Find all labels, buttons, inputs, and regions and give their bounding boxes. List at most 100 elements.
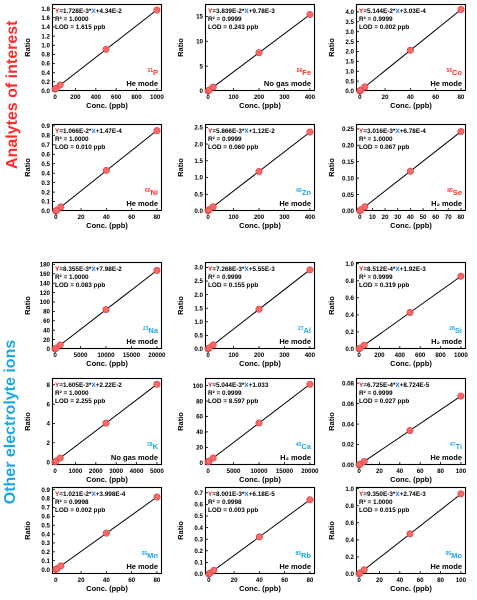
y-tick-label: 4.0: [345, 9, 354, 16]
y-tick-label: 1.5: [194, 305, 203, 312]
data-point: [306, 496, 314, 504]
lod-label: LOD = 0.027 ppb: [359, 398, 409, 405]
lod-label: LOD = 2.255 ppb: [55, 398, 105, 405]
x-tick-label: 100: [228, 94, 239, 101]
y-tick-label: 0.6: [345, 520, 354, 527]
y-tick-label: 0.00: [342, 462, 355, 469]
x-tick-label: 2000: [89, 468, 103, 475]
x-axis-label: Conc. (ppb): [390, 475, 432, 484]
x-tick-label: 40: [407, 214, 414, 221]
plot-frame: [204, 3, 316, 92]
data-point: [255, 305, 263, 313]
r-squared-label: R² = 0.9999: [359, 16, 393, 23]
x-tick-label: 3000: [109, 468, 123, 475]
y-tick-label: 0.5: [194, 333, 203, 340]
data-point: [153, 127, 161, 135]
data-point: [153, 493, 161, 501]
x-tick-label: 10: [369, 214, 376, 221]
y-tick-label: 0.4: [41, 170, 50, 177]
x-tick-label: 60: [432, 214, 439, 221]
x-tick-label: 0: [206, 214, 210, 221]
y-tick-label: 0.5: [194, 191, 203, 198]
mode-label: He mode: [279, 199, 311, 208]
lod-label: LOD = 0.003 ppb: [208, 507, 258, 514]
plot-frame: [51, 486, 163, 575]
y-tick-label: 1.0: [345, 68, 354, 75]
y-tick-label: 1.0: [194, 319, 203, 326]
y-tick-label: 0.0: [41, 567, 50, 574]
element-label: 47Ti: [450, 442, 462, 451]
y-tick-label: 60: [196, 414, 203, 421]
y-tick-label: 80: [43, 309, 50, 316]
y-tick-label: 0.0: [194, 208, 203, 215]
element-label: 85Rb: [295, 551, 311, 560]
r-squared-label: R² = 0.9998: [55, 499, 89, 506]
y-tick-label: 20: [43, 337, 50, 344]
mode-label: He mode: [279, 562, 311, 571]
plot-frame: [355, 3, 467, 92]
x-tick-label: 20: [231, 577, 238, 584]
x-tick-label: 40: [256, 577, 263, 584]
y-tick-label: 1.2: [41, 33, 50, 40]
x-tick-label: 15000: [276, 468, 294, 475]
data-point: [457, 490, 465, 498]
mode-label: He mode: [279, 337, 311, 346]
calibration-plot-co: 0 20 40 60 80 0.0 0.5 1.0 1.5 2.0 2.5 3.0 3.5 4.0 Conc…: [327, 3, 467, 110]
y-tick-label: 0.5: [41, 522, 50, 529]
equation-label: Y=5.144E-2*X+3.03E-4: [359, 8, 426, 15]
equation-label: Y=8.512E-4*X+1.92E-3: [359, 266, 426, 273]
x-tick-label: 0: [357, 468, 361, 475]
y-tick-label: 0.06: [342, 401, 355, 408]
element-label: 95Mo: [446, 551, 463, 560]
plot-frame: [355, 261, 467, 350]
x-axis-label: Conc. (ppb): [239, 221, 281, 230]
plot-frame: [204, 261, 316, 350]
x-tick-label: 300: [279, 94, 290, 101]
plot-frame: [204, 486, 316, 575]
y-axis-label: Ratio: [327, 412, 336, 431]
x-tick-label: 30: [394, 214, 401, 221]
y-tick-label: 0.5: [345, 78, 354, 85]
y-tick-label: 0.0: [194, 346, 203, 353]
plot-frame: [355, 377, 467, 466]
y-tick-label: 0.3: [41, 540, 50, 547]
calibration-plot-ni: 0 20 40 60 80 0.0 0.1 0.2 0.3 0.4 0.5 0.6 0.7 0.8 0.9 C…: [23, 123, 163, 230]
data-point: [210, 566, 218, 574]
mode-label: No gas mode: [111, 453, 158, 462]
element-label: 55Mn: [142, 551, 159, 560]
calibration-plot-se: 0 10 20 30 40 50 60 70 80 0.00 0.05 0.10 0.15 0.20 0.2…: [327, 123, 467, 230]
lod-label: LOD = 0.060 ppb: [208, 144, 258, 151]
lod-label: LOD = 8.597 ppb: [208, 398, 258, 405]
data-point: [406, 308, 414, 316]
data-point: [306, 266, 314, 274]
mode-label: He mode: [126, 337, 158, 346]
data-point: [306, 10, 314, 18]
plot-frame: [51, 123, 163, 212]
y-tick-label: 160: [40, 271, 51, 278]
x-tick-label: 60: [417, 468, 424, 475]
calibration-plot-na: 0 5000 10000 15000 20000 0 20 40 60 80 100 120 140 16…: [23, 262, 166, 368]
y-tick-label: 1.0: [41, 42, 50, 49]
x-tick-label: 0: [358, 214, 362, 221]
group-label-analytes: Analytes of interest: [4, 20, 21, 169]
x-tick-label: 300: [279, 352, 290, 359]
y-tick-label: 100: [40, 299, 51, 306]
data-point: [209, 341, 217, 349]
x-tick-label: 0: [54, 214, 58, 221]
x-tick-label: 400: [305, 214, 316, 221]
y-tick-label: 6: [47, 401, 51, 408]
x-axis-label: Conc. (ppb): [390, 584, 432, 593]
data-point: [102, 419, 110, 427]
x-tick-label: 0: [53, 352, 57, 359]
y-tick-label: 20: [196, 444, 203, 451]
mode-label: He mode: [430, 453, 462, 462]
data-point: [153, 266, 161, 274]
x-tick-label: 600: [111, 94, 122, 101]
y-tick-label: 0.6: [345, 295, 354, 302]
x-axis-label: Conc. (ppb): [390, 359, 432, 368]
data-point: [57, 562, 65, 570]
data-point: [209, 203, 217, 211]
x-tick-label: 80: [457, 214, 464, 221]
y-tick-label: 0.2: [345, 554, 354, 561]
mode-label: H₂ mode: [431, 337, 462, 346]
